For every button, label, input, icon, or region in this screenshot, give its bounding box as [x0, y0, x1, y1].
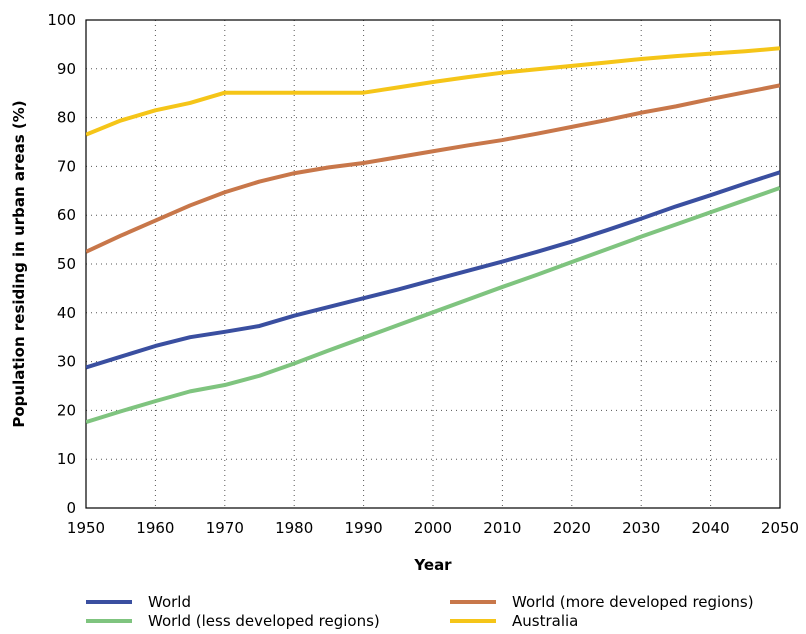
- x-tick-label-2040: 2040: [692, 519, 730, 537]
- grid: [86, 20, 780, 508]
- x-tick-label-2020: 2020: [553, 519, 591, 537]
- y-axis-title: Population residing in urban areas (%): [10, 100, 28, 427]
- legend-item-more-developed: World (more developed regions): [450, 592, 754, 612]
- y-tick-label-100: 100: [47, 11, 76, 29]
- legend: World World (more developed regions) Wor…: [0, 592, 806, 632]
- series-line-australia: [86, 46, 780, 137]
- x-axis-title: Year: [413, 556, 452, 574]
- x-tick-label-2010: 2010: [483, 519, 521, 537]
- x-tick-label-2050: 2050: [761, 519, 799, 537]
- y-tick-labels: 0 10 20 30 40 50 60 70 80 90 100: [47, 11, 76, 517]
- line-chart: 1950 1960 1970 1980 1990 2000 2010 2020 2030 2040…: [10, 11, 799, 574]
- x-tick-labels: 1950 1960 1970 1980 1990 2000 2010 2020 2030 2040…: [67, 519, 799, 537]
- y-tick-label-70: 70: [57, 157, 76, 175]
- y-tick-label-60: 60: [57, 206, 76, 224]
- legend-item-less-developed: World (less developed regions): [86, 611, 380, 631]
- y-tick-label-20: 20: [57, 401, 76, 419]
- x-tick-label-2000: 2000: [414, 519, 452, 537]
- x-tick-label-1970: 1970: [206, 519, 244, 537]
- x-tick-label-2030: 2030: [622, 519, 660, 537]
- series-line-world-more-developed-regions: [86, 83, 780, 254]
- series-line-world: [86, 170, 780, 370]
- legend-label-less-developed: World (less developed regions): [148, 612, 380, 630]
- x-tick-label-1950: 1950: [67, 519, 105, 537]
- legend-label-australia: Australia: [512, 612, 579, 630]
- legend-swatch-australia: [450, 619, 496, 623]
- y-tick-label-50: 50: [57, 255, 76, 273]
- y-tick-label-0: 0: [66, 499, 76, 517]
- legend-swatch-more-developed: [450, 600, 496, 604]
- y-tick-label-30: 30: [57, 353, 76, 371]
- legend-item-australia: Australia: [450, 611, 578, 631]
- plot-frame: [85, 19, 781, 509]
- legend-swatch-world: [86, 600, 132, 604]
- x-tick-label-1960: 1960: [136, 519, 174, 537]
- y-tick-label-10: 10: [57, 450, 76, 468]
- x-tick-label-1990: 1990: [345, 519, 383, 537]
- y-tick-label-80: 80: [57, 109, 76, 127]
- legend-label-world: World: [148, 593, 191, 611]
- legend-label-more-developed: World (more developed regions): [512, 593, 754, 611]
- legend-item-world: World: [86, 592, 191, 612]
- legend-swatch-less-developed: [86, 619, 132, 623]
- y-tick-label-90: 90: [57, 60, 76, 78]
- x-tick-label-1980: 1980: [275, 519, 313, 537]
- series-line-world-less-developed-regions: [86, 185, 780, 425]
- y-tick-label-40: 40: [57, 304, 76, 322]
- series-lines: [86, 46, 780, 425]
